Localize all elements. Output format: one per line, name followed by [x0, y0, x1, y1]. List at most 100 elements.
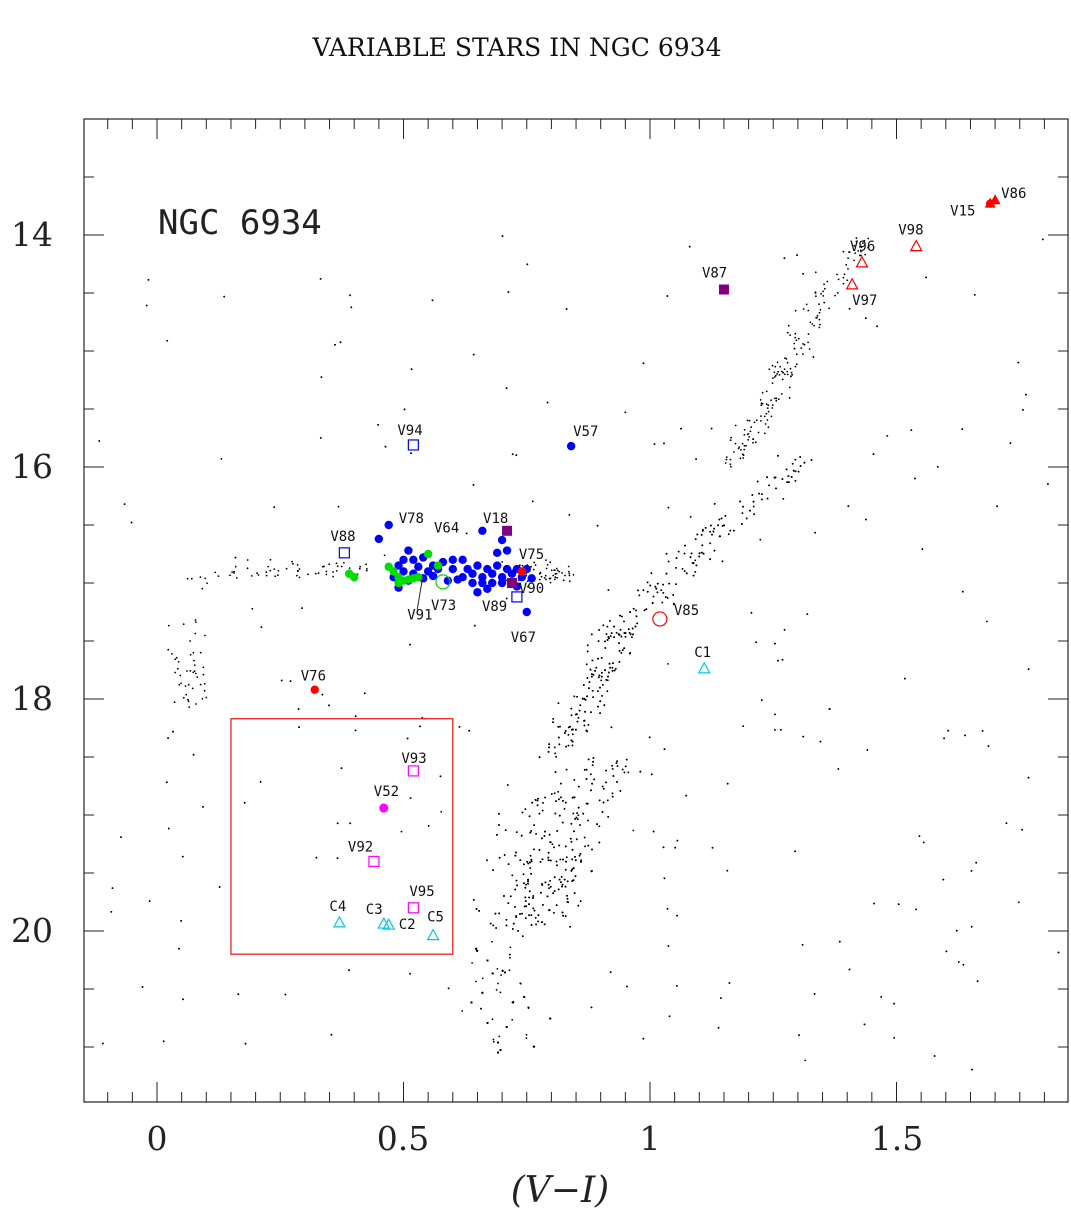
field-star-point — [853, 244, 856, 247]
field-star-point — [790, 371, 793, 374]
rrab-star-point — [497, 573, 507, 582]
rrab-star-point — [473, 561, 482, 570]
rrab-star-point — [492, 561, 502, 570]
field-star-point — [577, 904, 580, 907]
field-star-point — [335, 570, 338, 572]
field-star-point — [590, 870, 593, 873]
field-star-point — [501, 235, 504, 238]
field-star-point — [539, 861, 542, 863]
field-star-point — [534, 917, 537, 919]
field-star-point — [497, 982, 499, 985]
field-star-point — [549, 841, 552, 843]
field-star-point — [568, 574, 571, 577]
field-star-point — [120, 836, 122, 838]
field-star-point — [819, 323, 821, 326]
field-star-point — [472, 484, 475, 486]
field-star-point — [755, 441, 757, 444]
field-star-point — [721, 560, 724, 563]
field-star-point — [554, 573, 557, 575]
field-star-point — [486, 959, 489, 962]
field-star-point — [180, 920, 183, 922]
field-star-point — [567, 733, 570, 736]
field-star-point — [400, 830, 403, 833]
field-star-point — [558, 814, 561, 817]
star-V15-marker — [984, 197, 996, 208]
field-star-point — [618, 633, 621, 636]
field-star-point — [349, 294, 351, 297]
field-star-point — [540, 891, 542, 894]
field-star-point — [553, 890, 556, 892]
field-star-point — [606, 625, 609, 628]
star-label-V90: V90 — [519, 581, 544, 597]
field-star-point — [718, 535, 721, 538]
field-star-point — [543, 835, 546, 837]
field-star-point — [204, 577, 207, 580]
field-star-point — [195, 703, 197, 705]
field-star-point — [694, 571, 697, 573]
field-star-point — [656, 582, 659, 585]
field-star-point — [774, 729, 776, 731]
axis-ticks — [84, 119, 1068, 1102]
field-star-point — [629, 611, 631, 614]
field-star-point — [171, 653, 173, 655]
field-star-point — [343, 562, 345, 564]
field-star-point — [739, 457, 742, 460]
field-star-point — [665, 572, 668, 575]
field-star-point — [606, 690, 609, 693]
field-star-point — [205, 696, 208, 699]
field-star-point — [726, 869, 729, 872]
field-star-point — [794, 336, 796, 339]
field-star-point — [597, 640, 600, 642]
field-star-point — [530, 565, 532, 568]
field-star-point — [565, 860, 567, 863]
star-label-C1: C1 — [694, 645, 711, 661]
star-label-V86: V86 — [1001, 186, 1026, 202]
field-star-point — [611, 669, 614, 672]
field-star-point — [189, 640, 192, 642]
field-star-point — [790, 375, 792, 378]
field-star-point — [606, 679, 609, 682]
field-star-point — [533, 848, 535, 851]
field-star-point — [745, 444, 747, 447]
field-star-point — [610, 726, 613, 729]
field-star-point — [515, 879, 518, 882]
field-star-point — [285, 567, 288, 570]
field-star-point — [690, 552, 693, 555]
field-star-point — [470, 1001, 473, 1004]
field-star-point — [350, 306, 353, 309]
field-star-point — [613, 625, 615, 628]
field-star-point — [564, 730, 567, 732]
field-star-point — [970, 925, 973, 928]
field-star-point — [607, 816, 610, 818]
field-star-point — [648, 736, 651, 739]
field-star-point — [492, 1040, 495, 1043]
field-star-point — [620, 635, 623, 638]
field-star-point — [175, 656, 178, 659]
field-star-point — [786, 373, 789, 376]
field-star-point — [575, 816, 578, 819]
field-star-point — [733, 451, 735, 453]
field-star-point — [776, 373, 778, 375]
field-star-point — [185, 693, 188, 696]
field-star-point — [582, 812, 585, 815]
field-star-point — [267, 565, 269, 568]
field-star-point — [191, 687, 194, 690]
field-star-point — [548, 909, 550, 912]
field-star-point — [409, 797, 412, 799]
field-star-point — [307, 573, 309, 576]
field-star-point — [336, 857, 339, 860]
field-star-point — [504, 971, 506, 974]
field-star-point — [1021, 828, 1023, 831]
field-star-point — [555, 800, 557, 802]
field-star-point — [631, 636, 633, 638]
field-star-point — [791, 462, 794, 465]
field-star-point — [579, 824, 581, 826]
field-star-point — [491, 940, 493, 943]
field-star-point — [536, 804, 539, 807]
field-star-point — [525, 883, 527, 886]
field-star-point — [676, 839, 679, 842]
field-star-point — [591, 848, 593, 851]
field-star-point — [206, 582, 209, 584]
field-star-point — [654, 585, 657, 588]
field-star-point — [741, 523, 743, 525]
